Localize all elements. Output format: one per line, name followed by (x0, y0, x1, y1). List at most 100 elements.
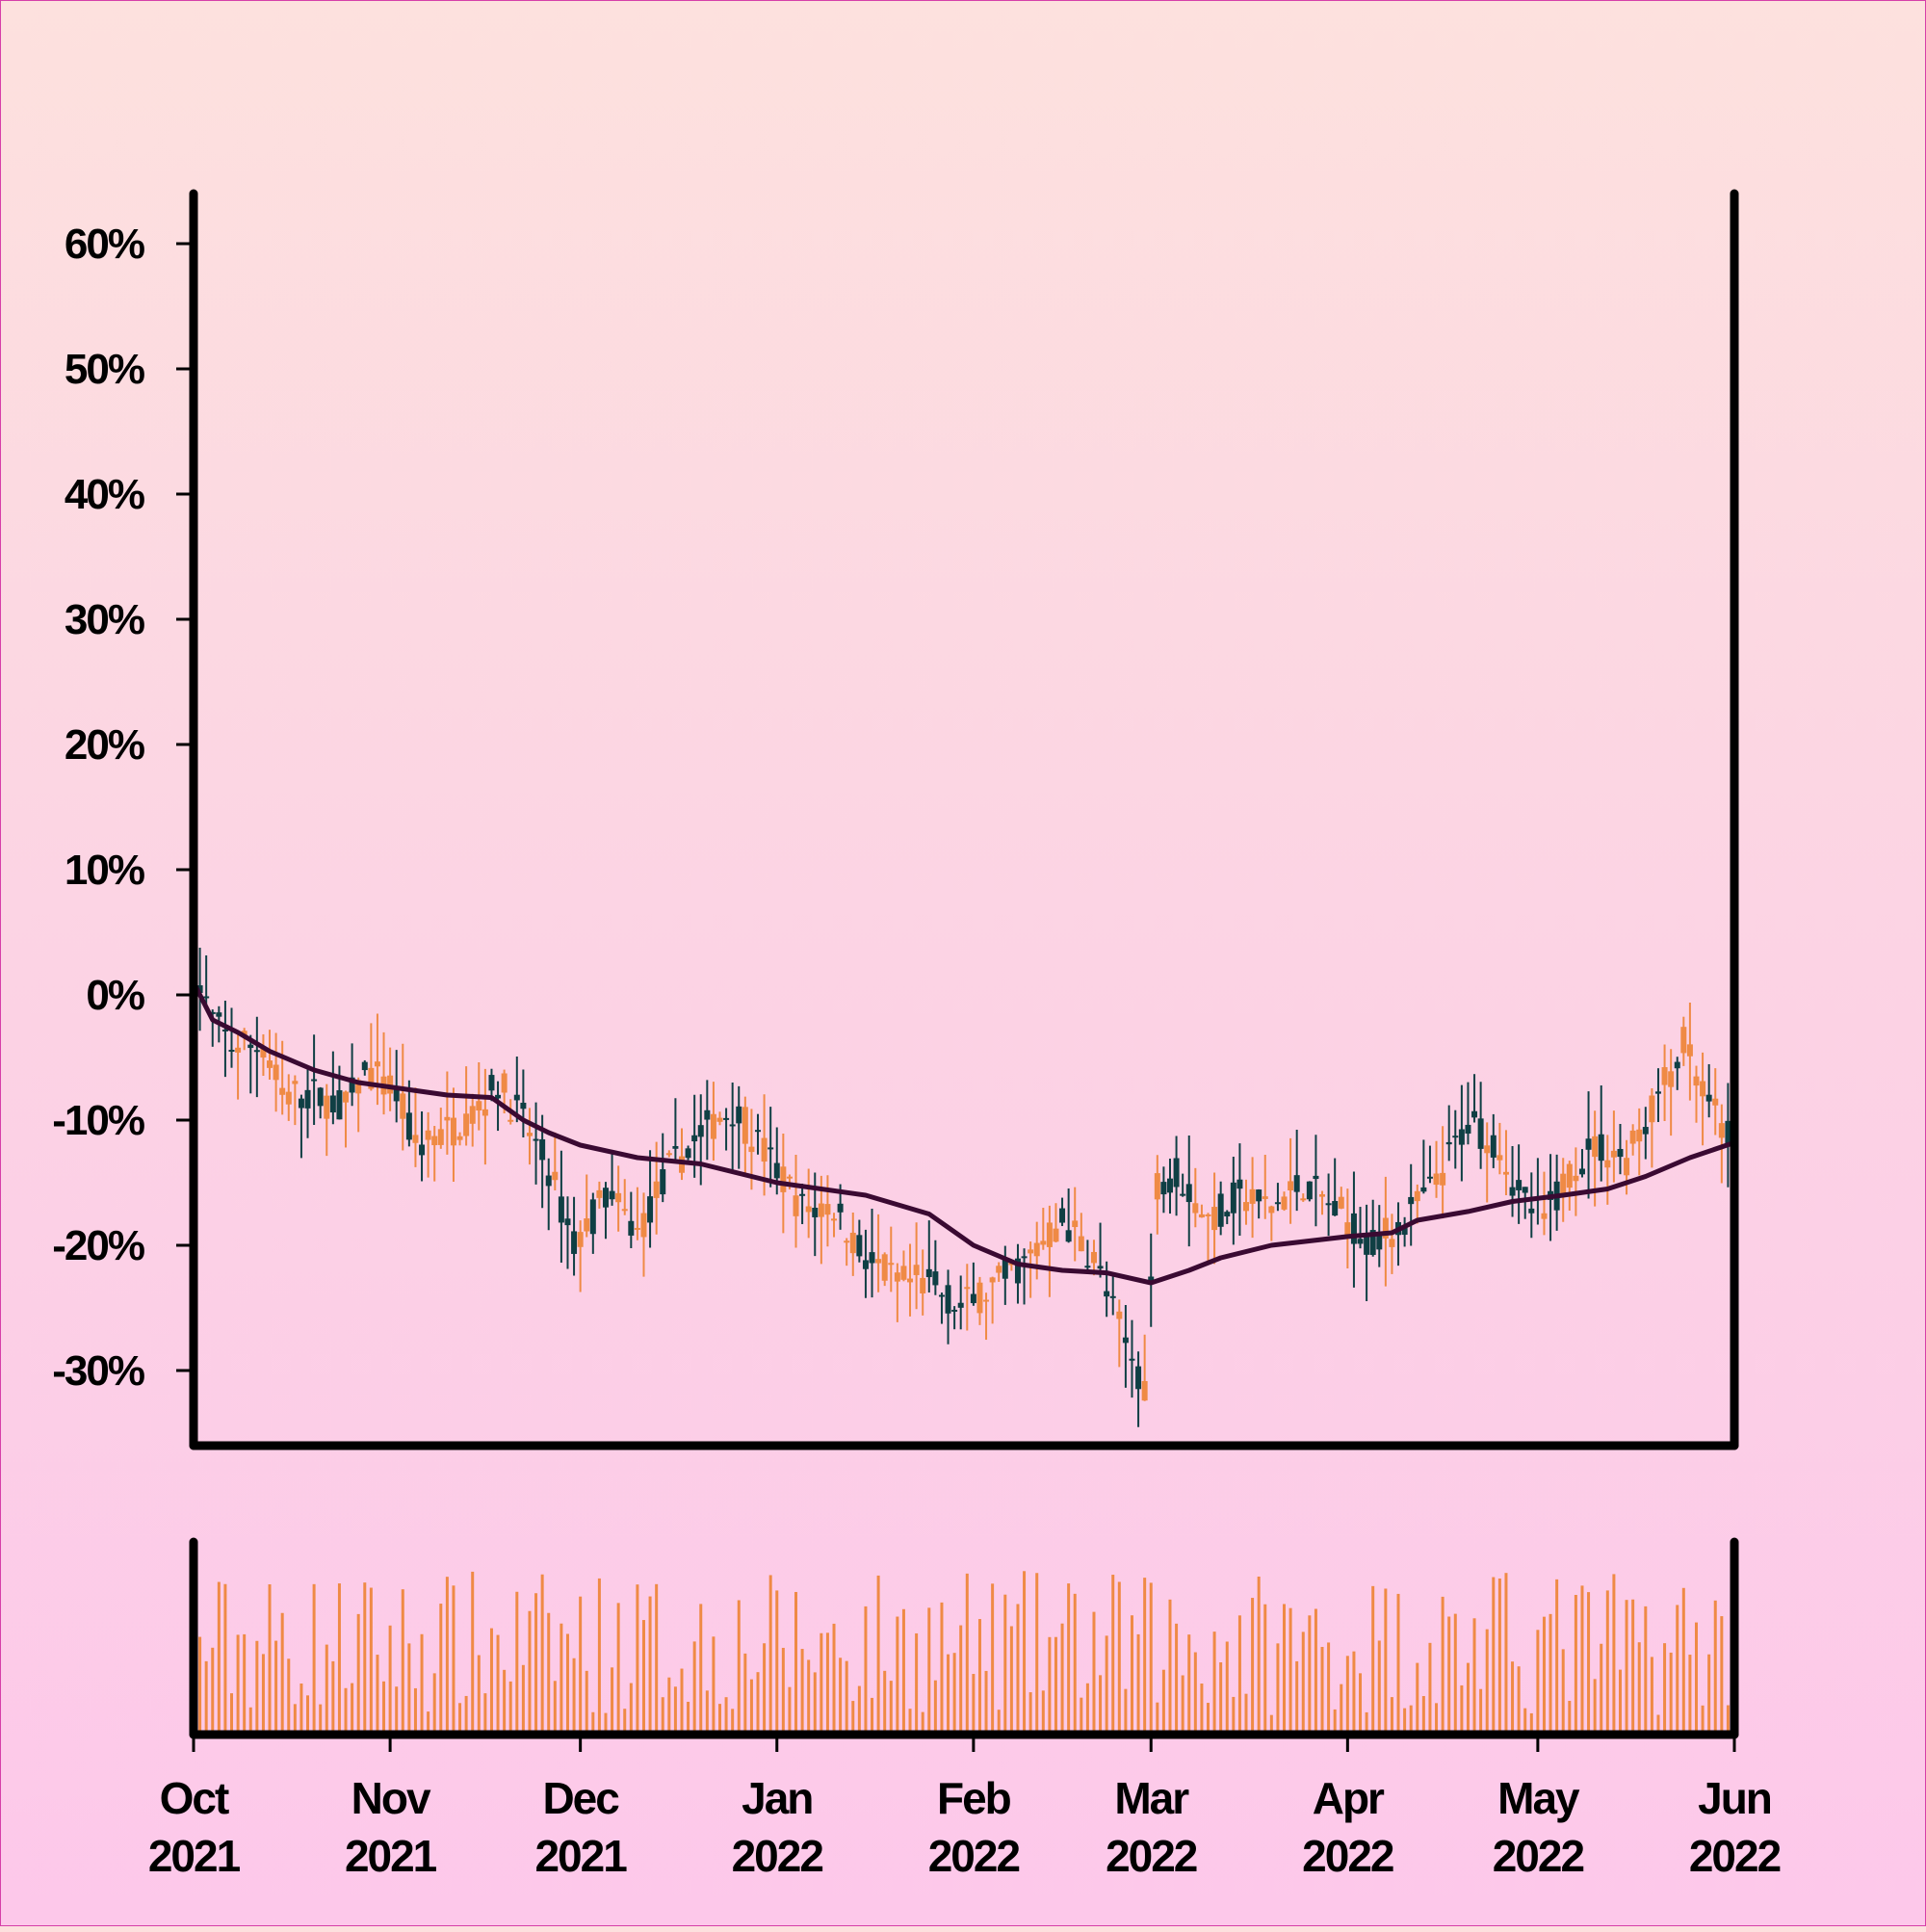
volume-bar (1175, 1623, 1179, 1735)
volume-bar (1460, 1684, 1464, 1735)
candle-body (1217, 1193, 1224, 1227)
candle-body (209, 1011, 216, 1014)
candle-body (1319, 1194, 1326, 1197)
candle-body (501, 1073, 508, 1093)
candle-body (672, 1146, 679, 1149)
candle-body (1281, 1196, 1288, 1210)
volume-bar (382, 1681, 386, 1735)
candle-body (1433, 1173, 1440, 1186)
candle-body (768, 1147, 774, 1150)
candle-body (907, 1278, 914, 1283)
volume-bar (921, 1711, 924, 1735)
volume-bar (1288, 1607, 1292, 1735)
candle-body (1090, 1251, 1097, 1264)
volume-bar (1536, 1630, 1540, 1735)
volume-bar (1600, 1643, 1603, 1735)
volume-bar (1593, 1679, 1597, 1735)
volume-bar (1117, 1581, 1121, 1735)
volume-bar (401, 1589, 404, 1735)
volume-bar (1663, 1643, 1667, 1735)
volume-bar (1421, 1696, 1425, 1735)
volume-bar (579, 1596, 583, 1735)
volume-bar (896, 1616, 899, 1735)
candle-body (951, 1309, 958, 1312)
candle-body (691, 1135, 698, 1142)
volume-bar (1136, 1633, 1140, 1735)
volume-bar (857, 1685, 861, 1735)
candle-body (945, 1285, 951, 1314)
volume-bar (1688, 1655, 1692, 1735)
volume-bar (1435, 1703, 1439, 1735)
candle-body (1636, 1129, 1643, 1142)
volume-bar (1466, 1662, 1470, 1735)
volume-bar (1048, 1636, 1052, 1735)
volume-bar (1511, 1661, 1515, 1735)
volume-bar (452, 1585, 455, 1735)
volume-bar (585, 1670, 588, 1735)
candle-body (996, 1266, 1002, 1273)
candle-body (685, 1148, 691, 1159)
candle-body (1236, 1179, 1243, 1189)
candle-body (1389, 1239, 1395, 1247)
candle-body (329, 1095, 336, 1113)
volume-bar (1092, 1611, 1096, 1735)
volume-bar (756, 1672, 760, 1735)
volume-bar (1694, 1622, 1698, 1735)
volume-bar (1028, 1692, 1032, 1735)
volume-bar (947, 1654, 950, 1735)
volume-bar (243, 1633, 247, 1735)
volume-bar (319, 1704, 323, 1735)
volume-bar (496, 1634, 500, 1735)
volume-bar (1504, 1573, 1508, 1735)
volume-bar (724, 1697, 728, 1735)
candle-body (393, 1085, 400, 1102)
candle-body (1021, 1256, 1028, 1259)
volume-bar (1212, 1632, 1216, 1735)
candle-body (1604, 1160, 1611, 1168)
volume-bar (420, 1633, 424, 1735)
candle-body (292, 1081, 299, 1084)
volume-bar (1384, 1588, 1388, 1735)
candle-body (1414, 1190, 1420, 1202)
volume-bar (876, 1575, 880, 1735)
volume-bar (1390, 1697, 1393, 1735)
volume-bar (508, 1681, 512, 1735)
candle-body (273, 1064, 279, 1081)
candle-body (324, 1095, 330, 1119)
candle-body (476, 1101, 482, 1111)
candle-body (285, 1091, 292, 1105)
candle-body (1160, 1182, 1167, 1195)
candle-body (665, 1153, 672, 1156)
candle-body (526, 1133, 533, 1136)
volume-bar (813, 1672, 817, 1735)
volume-bar (1396, 1593, 1400, 1735)
candle-body (304, 1089, 311, 1109)
volume-bar (845, 1660, 848, 1735)
volume-bar (1561, 1649, 1565, 1735)
candle-body (957, 1302, 964, 1308)
volume-bar (204, 1660, 208, 1735)
volume-bar (1232, 1696, 1236, 1735)
volume-bar (1681, 1587, 1685, 1735)
volume-bar (1352, 1651, 1356, 1735)
candle-body (964, 1287, 971, 1290)
candle-body (247, 1044, 254, 1049)
volume-bar (1707, 1654, 1711, 1735)
x-tick-label-year: 2022 (1689, 1831, 1781, 1881)
candle-body (983, 1299, 990, 1302)
volume-bar (1237, 1615, 1241, 1735)
candle-body (1141, 1380, 1148, 1401)
volume-bar (477, 1655, 481, 1735)
volume-bar (1099, 1675, 1103, 1735)
candle-body (812, 1208, 819, 1217)
volume-bar (788, 1686, 792, 1735)
volume-bar (1130, 1615, 1133, 1735)
candle-body (419, 1144, 426, 1156)
volume-bar (351, 1683, 354, 1735)
candle-body (1408, 1196, 1415, 1205)
volume-bar (337, 1583, 341, 1735)
candle-body (621, 1209, 628, 1212)
candle-body (615, 1192, 622, 1203)
volume-bar (1124, 1688, 1128, 1735)
